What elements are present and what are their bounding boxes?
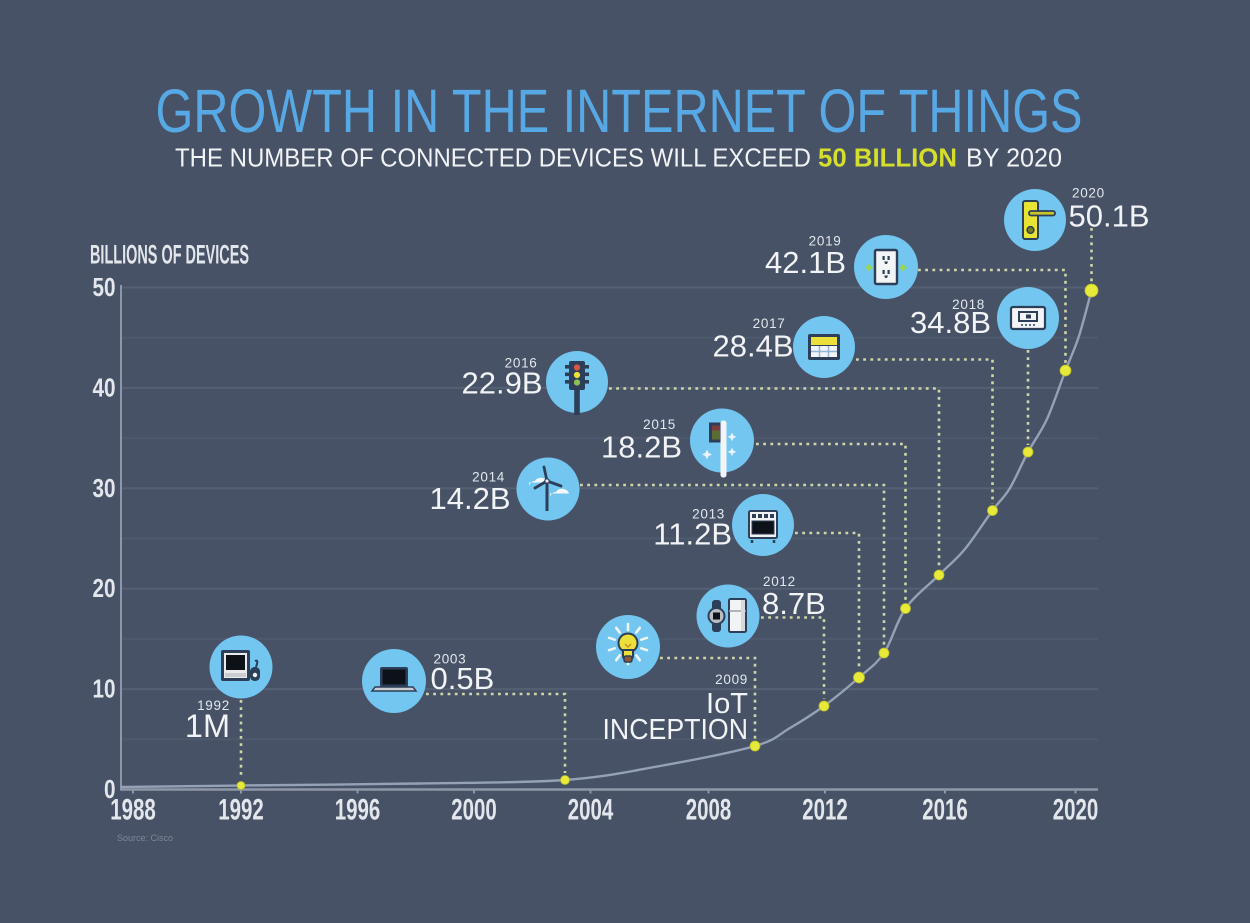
- svg-text:2013: 2013: [692, 507, 725, 522]
- svg-text:GROWTH IN THE INTERNET OF THIN: GROWTH IN THE INTERNET OF THINGS: [156, 77, 1083, 146]
- svg-text:2000: 2000: [451, 794, 497, 827]
- svg-text:2017: 2017: [753, 316, 786, 331]
- svg-text:2014: 2014: [472, 470, 505, 485]
- svg-text:2009: 2009: [715, 672, 748, 687]
- svg-text:40: 40: [93, 372, 116, 402]
- svg-text:2018: 2018: [952, 297, 985, 312]
- svg-text:1996: 1996: [335, 794, 381, 827]
- svg-text:8.7B: 8.7B: [762, 586, 826, 621]
- svg-text:50.1B: 50.1B: [1069, 199, 1150, 234]
- svg-text:22.9B: 22.9B: [461, 366, 542, 401]
- svg-text:2015: 2015: [643, 417, 676, 432]
- svg-text:2020: 2020: [1072, 186, 1105, 201]
- svg-text:2012: 2012: [763, 574, 796, 589]
- svg-text:2019: 2019: [809, 234, 842, 249]
- svg-text:1992: 1992: [197, 698, 230, 713]
- svg-text:1M: 1M: [185, 708, 230, 744]
- svg-text:2020: 2020: [1053, 794, 1099, 827]
- svg-text:Source: Cisco: Source: Cisco: [117, 833, 173, 843]
- svg-text:2012: 2012: [802, 794, 848, 827]
- svg-text:2016: 2016: [922, 794, 968, 827]
- svg-text:11.2B: 11.2B: [653, 517, 732, 552]
- svg-text:2008: 2008: [686, 794, 732, 827]
- svg-text:14.2B: 14.2B: [429, 481, 510, 516]
- svg-text:IoT: IoT: [706, 688, 748, 720]
- svg-text:BILLIONS OF DEVICES: BILLIONS OF DEVICES: [90, 240, 249, 270]
- svg-text:0.5B: 0.5B: [431, 661, 495, 696]
- svg-text:18.2B: 18.2B: [601, 430, 682, 465]
- svg-text:28.4B: 28.4B: [712, 329, 793, 364]
- svg-text:1988: 1988: [110, 794, 156, 827]
- svg-text:10: 10: [93, 674, 116, 704]
- svg-text:THE NUMBER OF CONNECTED DEVICE: THE NUMBER OF CONNECTED DEVICES WILL EXC…: [175, 143, 811, 173]
- svg-text:34.8B: 34.8B: [910, 305, 991, 340]
- svg-text:BY 2020: BY 2020: [966, 143, 1062, 173]
- svg-text:50 BILLION: 50 BILLION: [818, 143, 957, 173]
- svg-text:30: 30: [93, 473, 116, 503]
- svg-text:2016: 2016: [505, 356, 538, 371]
- svg-text:1992: 1992: [218, 794, 264, 827]
- svg-text:0: 0: [104, 774, 116, 804]
- svg-text:42.1B: 42.1B: [765, 245, 846, 280]
- svg-text:50: 50: [93, 272, 116, 302]
- svg-text:2003: 2003: [434, 652, 467, 667]
- svg-text:2004: 2004: [568, 794, 614, 827]
- svg-text:INCEPTION: INCEPTION: [603, 714, 749, 746]
- svg-text:20: 20: [93, 573, 116, 603]
